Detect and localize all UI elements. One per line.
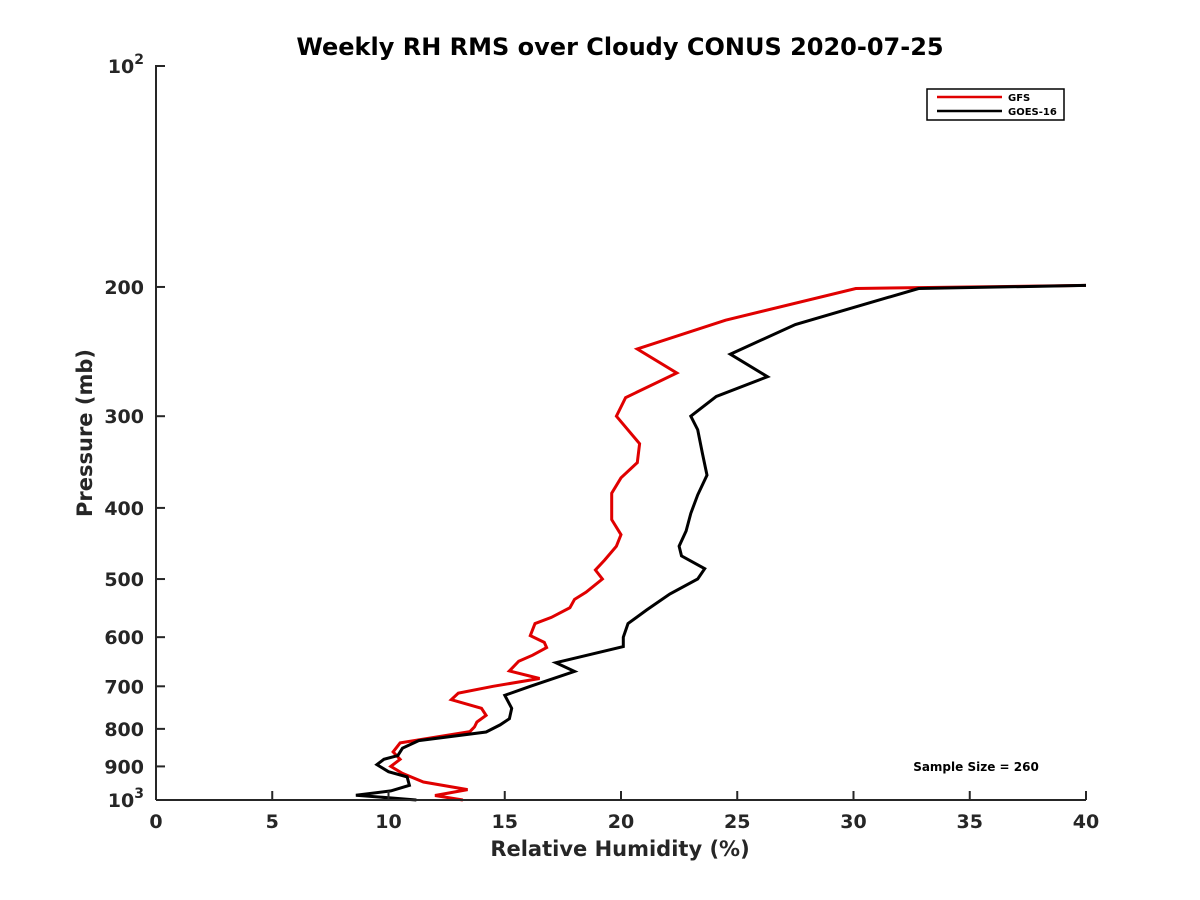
y-tick-label: 900 bbox=[104, 756, 144, 778]
legend-label-goes16: GOES-16 bbox=[1008, 107, 1057, 118]
legend: GFS GOES-16 bbox=[926, 88, 1065, 121]
y-tick-label: 500 bbox=[104, 569, 144, 591]
x-tick-label: 40 bbox=[1073, 811, 1099, 833]
x-axis-ticks: 0 5 10 15 20 25 30 35 40 bbox=[149, 791, 1099, 833]
y-tick-label: 103 bbox=[108, 786, 144, 812]
x-tick-label: 30 bbox=[840, 811, 866, 833]
plot-area bbox=[355, 283, 1087, 802]
y-tick-label: 600 bbox=[104, 627, 144, 649]
y-tick-label: 200 bbox=[104, 277, 144, 299]
series-line-goes16 bbox=[355, 283, 1087, 802]
legend-label-gfs: GFS bbox=[1008, 93, 1030, 104]
legend-box bbox=[926, 88, 1065, 121]
x-axis-label: Relative Humidity (%) bbox=[490, 837, 749, 861]
x-tick-label: 5 bbox=[266, 811, 279, 833]
y-tick-label: 400 bbox=[104, 498, 144, 520]
x-tick-label: 15 bbox=[492, 811, 518, 833]
chart-title: Weekly RH RMS over Cloudy CONUS 2020-07-… bbox=[296, 33, 943, 61]
y-tick-label: 300 bbox=[104, 406, 144, 428]
y-axis-label: Pressure (mb) bbox=[73, 349, 97, 517]
y-axis-ticks: 102 200 300 400 500 600 700 800 900 103 bbox=[104, 52, 165, 812]
y-tick-label: 700 bbox=[104, 676, 144, 698]
x-tick-label: 20 bbox=[608, 811, 634, 833]
x-tick-label: 10 bbox=[375, 811, 401, 833]
sample-size-annotation: Sample Size = 260 bbox=[913, 760, 1039, 774]
series-line-gfs bbox=[388, 283, 1087, 802]
y-tick-label: 800 bbox=[104, 719, 144, 741]
x-tick-label: 35 bbox=[957, 811, 983, 833]
x-tick-label: 25 bbox=[724, 811, 750, 833]
y-tick-label: 102 bbox=[108, 52, 144, 78]
x-tick-label: 0 bbox=[149, 811, 162, 833]
